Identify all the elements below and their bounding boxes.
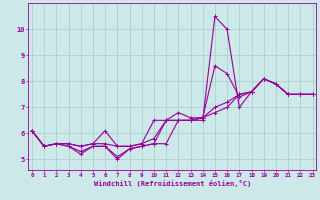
X-axis label: Windchill (Refroidissement éolien,°C): Windchill (Refroidissement éolien,°C): [93, 180, 251, 187]
